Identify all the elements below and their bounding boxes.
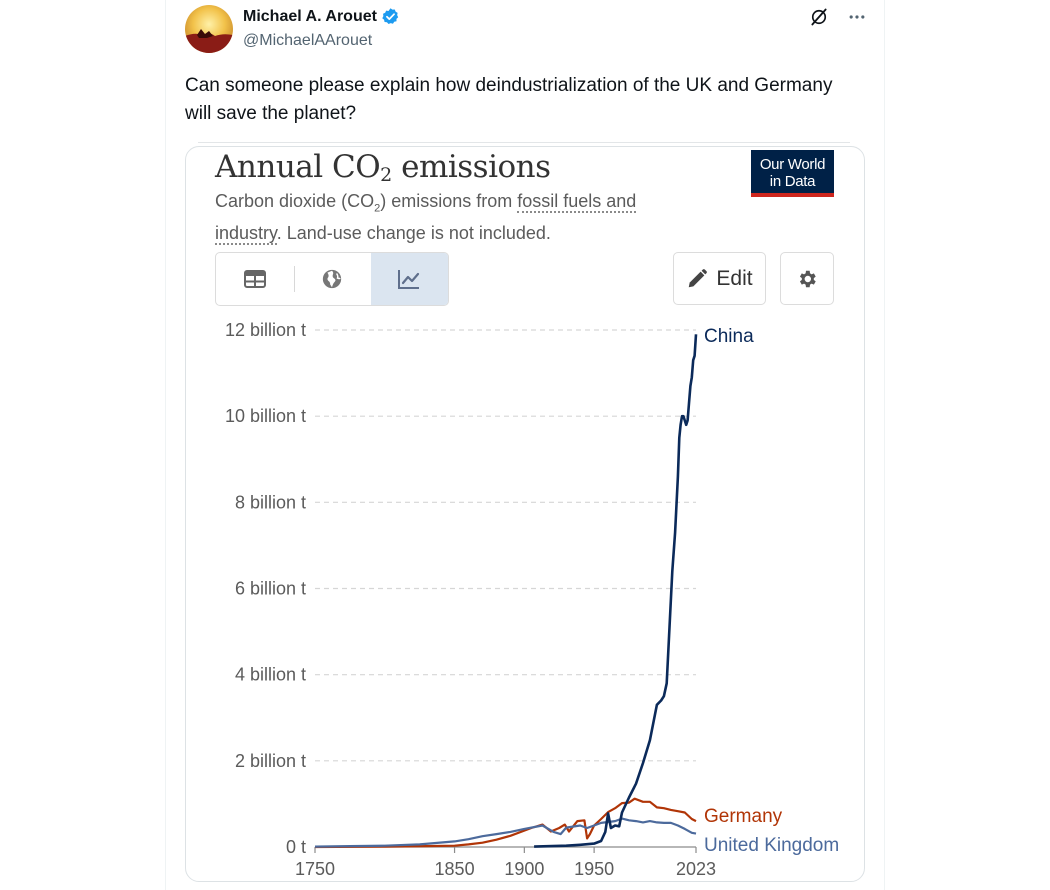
x-tick-label: 1750 — [295, 859, 335, 879]
view-switch — [215, 252, 449, 306]
settings-button[interactable] — [780, 252, 834, 305]
globe-icon — [322, 269, 342, 289]
industry-link[interactable]: industry — [215, 222, 277, 245]
y-tick-label: 12 billion t — [225, 320, 306, 340]
fossil-fuels-link[interactable]: fossil fuels and — [517, 191, 637, 213]
y-tick-label: 4 billion t — [235, 665, 306, 685]
chart-view-tab[interactable] — [370, 253, 448, 305]
x-tick-label: 1850 — [435, 859, 475, 879]
display-name[interactable]: Michael A. Arouet — [243, 7, 377, 25]
handle[interactable]: @MichaelAArouet — [243, 32, 373, 49]
name-row: Michael A. Arouet — [243, 7, 400, 26]
y-tick-label: 6 billion t — [235, 579, 306, 599]
series-line-china — [534, 334, 698, 848]
edit-button-label: Edit — [716, 266, 753, 290]
series-line-united-kingdom — [314, 817, 697, 848]
series-label-united-kingdom: United Kingdom — [704, 835, 839, 856]
pencil-icon — [689, 268, 708, 287]
series-line-germany — [314, 797, 697, 849]
verified-badge-icon — [381, 7, 400, 26]
y-tick-label: 0 t — [286, 837, 306, 857]
owid-logo: Our World in Data — [751, 150, 834, 197]
more-icon[interactable] — [846, 6, 868, 28]
y-tick-label: 8 billion t — [235, 492, 306, 512]
series-label-germany: Germany — [704, 806, 783, 827]
tweet: Michael A. Arouet @MichaelAArouet Can so… — [166, 0, 884, 890]
timeline-border-left — [165, 0, 166, 890]
timeline-border-right — [884, 0, 885, 890]
map-view-tab[interactable] — [293, 253, 370, 305]
y-tick-label: 10 billion t — [225, 406, 306, 426]
chart-subtitle: Carbon dioxide (CO2) emissions from foss… — [215, 191, 637, 245]
series-label-china: China — [704, 326, 754, 347]
x-tick-label: 1950 — [574, 859, 614, 879]
edit-button[interactable]: Edit — [673, 252, 766, 305]
x-tick-label: 1900 — [504, 859, 544, 879]
chart-title: Annual CO2 emissions — [215, 149, 551, 186]
tweet-text: Can someone please explain how deindustr… — [185, 75, 833, 124]
tweet-actions-top — [808, 6, 868, 28]
x-tick-label: 2023 — [676, 859, 716, 879]
divider — [198, 142, 850, 143]
line-chart-icon — [398, 270, 420, 289]
table-icon — [243, 270, 266, 288]
table-view-tab[interactable] — [216, 253, 293, 305]
co2-line-chart: 0 t 2 billion t 4 billion t 6 billion t 8 bi… — [225, 320, 839, 879]
avatar[interactable] — [185, 5, 233, 53]
gear-icon — [799, 270, 816, 287]
y-tick-label: 2 billion t — [235, 751, 306, 771]
grok-icon[interactable] — [808, 6, 830, 28]
tweet-media-image[interactable]: Annual CO2 emissions Carbon dioxide (CO2… — [185, 146, 865, 882]
